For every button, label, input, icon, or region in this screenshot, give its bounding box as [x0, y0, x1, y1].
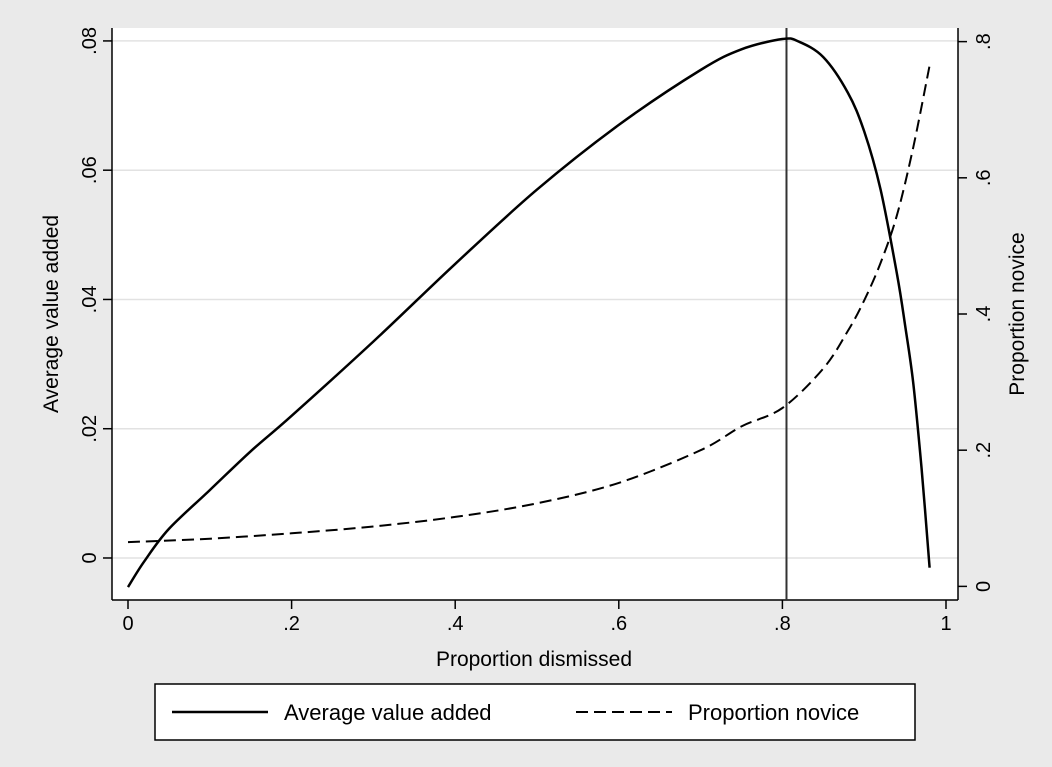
series-line-proportion-novice: [127, 65, 931, 544]
y-left-tick-label-4: .08: [79, 27, 101, 55]
x-tick-label-2: .4: [447, 613, 464, 635]
y-right-tick-label-4: .8: [973, 33, 995, 50]
y-right-axis-title: Proportion novice: [1006, 232, 1029, 395]
y-right-tick-label-1: .2: [973, 442, 995, 459]
y-right-tick-label-2: .4: [973, 306, 995, 323]
y-left-tick-label-1: .02: [79, 415, 101, 443]
x-tick-label-1: .2: [283, 613, 300, 635]
y-left-tick-label-2: .04: [79, 286, 101, 314]
x-tick-label-5: 1: [940, 613, 951, 635]
series-line-average-value-added: [126, 37, 931, 588]
x-tick-label-0: 0: [122, 613, 133, 635]
plot-area: [112, 28, 958, 600]
x-tick-label-4: .8: [774, 613, 791, 635]
legend: Average value added Proportion novice: [154, 683, 916, 741]
x-tick-label-3: .6: [610, 613, 627, 635]
x-axis-title: Proportion dismissed: [436, 648, 632, 671]
y-right-axis-ticks: 0 .2 .4 .6 .8: [958, 33, 995, 592]
legend-label-proportion-novice: Proportion novice: [688, 700, 859, 725]
x-axis-ticks: 0 .2 .4 .6 .8 1: [122, 600, 952, 635]
legend-label-average-value-added: Average value added: [284, 700, 492, 725]
y-left-axis-title: Average value added: [40, 215, 63, 413]
y-left-tick-label-3: .06: [79, 156, 101, 184]
y-right-tick-label-3: .6: [973, 169, 995, 186]
y-left-axis-ticks: 0 .02 .04 .06 .08: [79, 27, 112, 564]
y-left-tick-label-0: 0: [79, 552, 101, 563]
y-right-tick-label-0: 0: [973, 581, 995, 592]
gridlines: [112, 40, 958, 559]
legend-box: [154, 683, 916, 741]
